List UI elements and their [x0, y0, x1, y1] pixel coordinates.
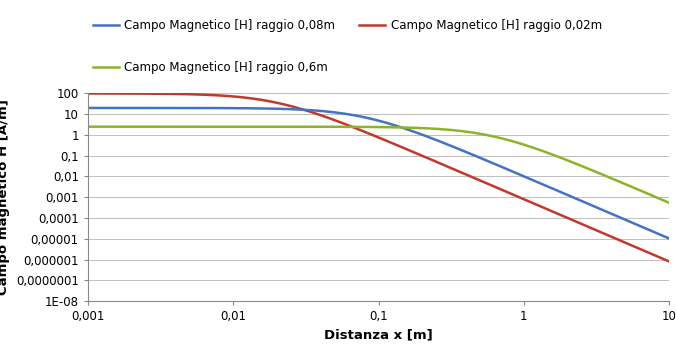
Campo Magnetico [H] raggio 0,02m — [84, 91, 92, 95]
Campo Magnetico [H] raggio 0,02m — [654, 255, 662, 259]
Legend: Campo Magnetico [H] raggio 0,6m: Campo Magnetico [H] raggio 0,6m — [88, 56, 333, 79]
Campo Magnetico [H] raggio 0,6m — [654, 196, 662, 200]
Campo Magnetico [H] raggio 0,02m — [665, 260, 673, 264]
Campo Magnetico [H] raggio 0,08m — [307, 108, 315, 112]
Campo Magnetico [H] raggio 0,6m — [332, 125, 340, 129]
Line: Campo Magnetico [H] raggio 0,08m: Campo Magnetico [H] raggio 0,08m — [88, 108, 669, 238]
Line: Campo Magnetico [H] raggio 0,6m: Campo Magnetico [H] raggio 0,6m — [88, 127, 669, 203]
Campo Magnetico [H] raggio 0,02m — [185, 92, 193, 96]
Campo Magnetico [H] raggio 0,08m — [591, 205, 599, 209]
Line: Campo Magnetico [H] raggio 0,02m: Campo Magnetico [H] raggio 0,02m — [88, 93, 669, 262]
Campo Magnetico [H] raggio 0,02m — [150, 92, 158, 96]
Campo Magnetico [H] raggio 0,6m — [307, 125, 315, 129]
Campo Magnetico [H] raggio 0,6m — [150, 125, 158, 129]
Campo Magnetico [H] raggio 0,08m — [332, 110, 340, 115]
Campo Magnetico [H] raggio 0,02m — [591, 228, 599, 232]
Campo Magnetico [H] raggio 0,08m — [665, 236, 673, 240]
Y-axis label: Campo magnetico H [A/m]: Campo magnetico H [A/m] — [0, 99, 10, 295]
Campo Magnetico [H] raggio 0,08m — [654, 231, 662, 236]
Campo Magnetico [H] raggio 0,6m — [665, 201, 673, 205]
Campo Magnetico [H] raggio 0,6m — [84, 125, 92, 129]
Campo Magnetico [H] raggio 0,6m — [185, 125, 193, 129]
Campo Magnetico [H] raggio 0,02m — [332, 119, 340, 123]
Campo Magnetico [H] raggio 0,02m — [307, 110, 315, 114]
Campo Magnetico [H] raggio 0,6m — [591, 170, 599, 174]
Campo Magnetico [H] raggio 0,08m — [84, 106, 92, 110]
Campo Magnetico [H] raggio 0,08m — [185, 106, 193, 110]
X-axis label: Distanza x [m]: Distanza x [m] — [324, 329, 433, 342]
Campo Magnetico [H] raggio 0,08m — [150, 106, 158, 110]
